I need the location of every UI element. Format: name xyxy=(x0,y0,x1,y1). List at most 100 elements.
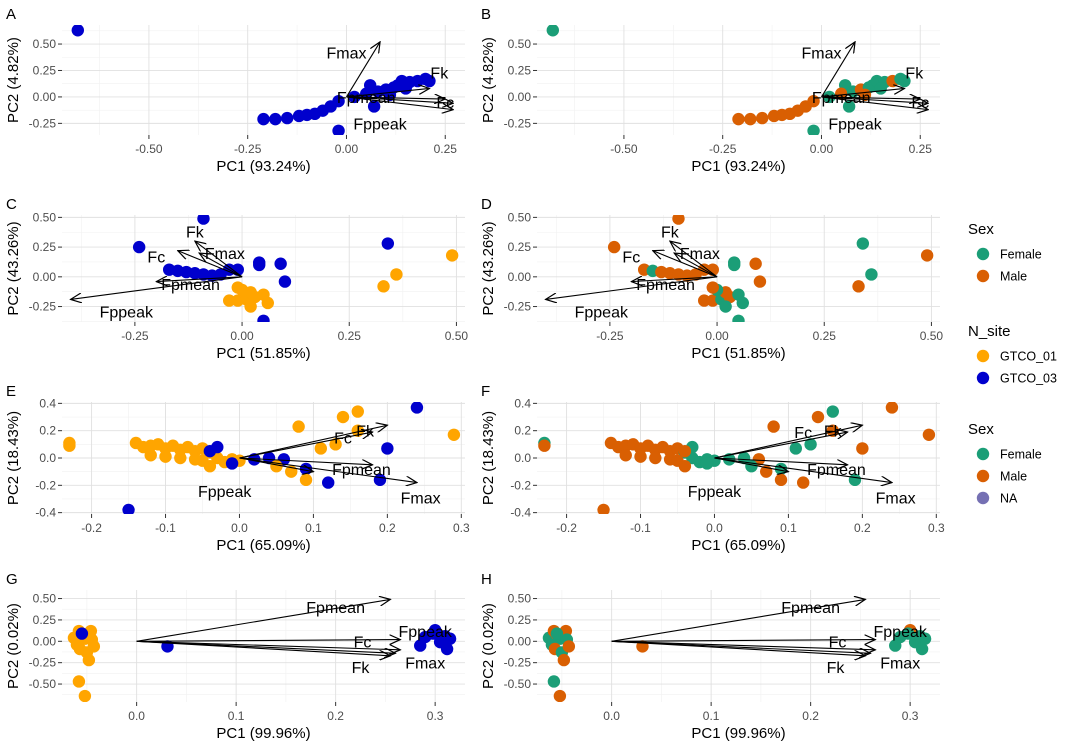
loading-label-Fmax: Fmax xyxy=(876,491,916,508)
data-point-Male xyxy=(856,442,869,455)
panels-layer: -0.50 -0.25 0.00 0.25 -0.25 0.00 0.25 0.50 PC1 (… xyxy=(5,6,945,742)
panel-A: -0.50 -0.25 0.00 0.25 -0.25 0.00 0.25 0.50 PC1 (… xyxy=(5,6,465,175)
data-point-GTCO_03 xyxy=(440,642,454,656)
data-point-Female xyxy=(732,314,745,322)
loading-arrow-Fpmean xyxy=(714,457,847,465)
loading-arrow-Fc xyxy=(821,96,928,103)
loading-label-Fk: Fk xyxy=(186,225,205,242)
data-point-Male xyxy=(672,215,685,225)
x-tick-label: 0.1 xyxy=(228,709,245,723)
x-tick-label: 0.3 xyxy=(928,521,945,535)
legend-key-Female xyxy=(976,247,990,261)
data-point-GTCO_01 xyxy=(203,459,217,473)
loadings-group: Fk Fc Fpmean Fmax Fppeak xyxy=(688,424,916,508)
panel-tag: A xyxy=(6,6,16,23)
x-tick-label: -0.50 xyxy=(135,142,163,156)
data-point-GTCO_01 xyxy=(314,442,328,455)
loading-arrow-Fpmean xyxy=(821,97,920,99)
loading-label-Fmax: Fmax xyxy=(801,46,841,63)
y-tick-label: -0.2 xyxy=(35,478,56,492)
data-point-Male xyxy=(678,444,692,458)
loading-arrow-Fpmean xyxy=(156,277,243,282)
data-point-GTCO_01 xyxy=(78,689,92,702)
loading-label-Fmax: Fmax xyxy=(405,656,445,673)
loading-arrow-Fppeak xyxy=(611,640,876,642)
legend-label-GTCO_03: GTCO_03 xyxy=(1000,372,1057,386)
x-tick-label: 0.00 xyxy=(705,329,729,343)
panel-F: -0.2 -0.1 0.0 0.1 0.2 0.3 -0.4 -0.2 0.0 0.2 0.4 PC1… xyxy=(480,383,945,554)
data-point-Male xyxy=(732,112,745,126)
y-tick-label: 0.25 xyxy=(33,63,57,77)
panel-tag: E xyxy=(6,383,16,400)
data-point-GTCO_03 xyxy=(381,442,394,455)
x-tick-label: 0.0 xyxy=(231,521,248,535)
x-tick-label: 0.50 xyxy=(920,329,944,343)
data-point-Male xyxy=(698,294,711,307)
data-point-Female xyxy=(737,451,751,465)
y-tick-label: 0.4 xyxy=(514,396,531,410)
loading-label-Fpmean: Fpmean xyxy=(332,462,391,479)
data-point-Male xyxy=(744,112,757,126)
panel-H: 0.0 0.1 0.2 0.3 -0.50 -0.25 0.00 0.25 0.50 PC1 (9… xyxy=(480,571,940,742)
data-point-Male xyxy=(920,249,934,262)
x-tick-label: 0.25 xyxy=(813,329,837,343)
loading-arrow-Fppeak xyxy=(136,640,401,642)
data-point-Male xyxy=(562,640,576,653)
loading-arrow-Fc xyxy=(653,251,718,278)
loadings-group: Fk Fc Fmax Fpmean Fppeak xyxy=(71,225,245,321)
data-point-Male xyxy=(553,689,567,702)
x-tick-label: -0.25 xyxy=(234,142,262,156)
legend-Sex: Sex Female Male xyxy=(968,221,1042,284)
y-tick-label: -0.25 xyxy=(504,116,532,130)
legend-label-Male: Male xyxy=(1000,470,1027,484)
loadings-group: Fpmean Fppeak Fc Fmax Fk xyxy=(611,599,928,677)
loading-arrow-Fk xyxy=(346,88,429,98)
y-tick-label: 0.50 xyxy=(33,37,57,51)
data-point-Male xyxy=(557,653,571,667)
data-point-GTCO_03 xyxy=(299,462,313,476)
data-point-GTCO_03 xyxy=(122,503,135,514)
panel-D: -0.25 0.00 0.25 0.50 -0.25 0.00 0.25 0.50 PC1 (5… xyxy=(480,196,943,362)
loading-label-Fmax: Fmax xyxy=(880,656,920,673)
y-tick-label: 0.25 xyxy=(508,240,532,254)
data-point-Female xyxy=(856,237,870,250)
data-point-Female xyxy=(807,124,820,135)
y-tick-label: 0.00 xyxy=(508,634,532,648)
data-point-Female xyxy=(728,258,741,272)
loading-label-Fpmean: Fpmean xyxy=(781,600,840,617)
y-tick-label: 0.2 xyxy=(514,424,531,438)
data-point-Female xyxy=(842,100,856,113)
data-point-Female xyxy=(546,25,560,37)
x-axis-title: PC1 (51.85%) xyxy=(216,345,310,362)
loading-arrow-Fk xyxy=(670,241,718,278)
data-point-GTCO_03 xyxy=(225,457,239,470)
loading-arrow-Fppeak xyxy=(346,96,453,110)
y-axis-title: PC2 (4.82%) xyxy=(5,37,22,123)
loading-label-Fppeak: Fppeak xyxy=(399,624,453,641)
loading-arrow-Fk xyxy=(136,640,391,656)
loading-arrow-Fk xyxy=(195,241,243,278)
y-tick-label: 0.50 xyxy=(508,210,532,224)
data-point-GTCO_01 xyxy=(231,281,244,294)
data-point-Male xyxy=(597,503,610,514)
loading-arrow-Fppeak xyxy=(714,457,788,472)
loading-label-Fpmean: Fpmean xyxy=(306,600,365,617)
y-tick-label: -0.50 xyxy=(504,677,532,691)
legend-key-GTCO_01 xyxy=(976,349,990,363)
x-axis-title: PC1 (65.09%) xyxy=(691,537,785,554)
loading-label-Fpmean: Fpmean xyxy=(636,277,695,294)
x-tick-label: 0.00 xyxy=(230,329,254,343)
points-group xyxy=(607,215,934,322)
y-tick-label: 0.50 xyxy=(508,37,532,51)
x-tick-label: -0.2 xyxy=(556,521,577,535)
loading-label-Fppeak: Fppeak xyxy=(828,116,882,133)
data-point-Female xyxy=(874,82,887,95)
loadings-group: Fk Fc Fmax Fpmean Fppeak xyxy=(546,225,720,321)
data-point-GTCO_01 xyxy=(72,675,86,688)
loading-arrow-Fc xyxy=(178,251,243,278)
loading-label-Fppeak: Fppeak xyxy=(100,304,154,321)
y-axis-title: PC2 (18.43%) xyxy=(5,411,22,505)
y-tick-label: -0.25 xyxy=(504,300,532,314)
x-axis-title: PC1 (93.24%) xyxy=(691,158,785,175)
